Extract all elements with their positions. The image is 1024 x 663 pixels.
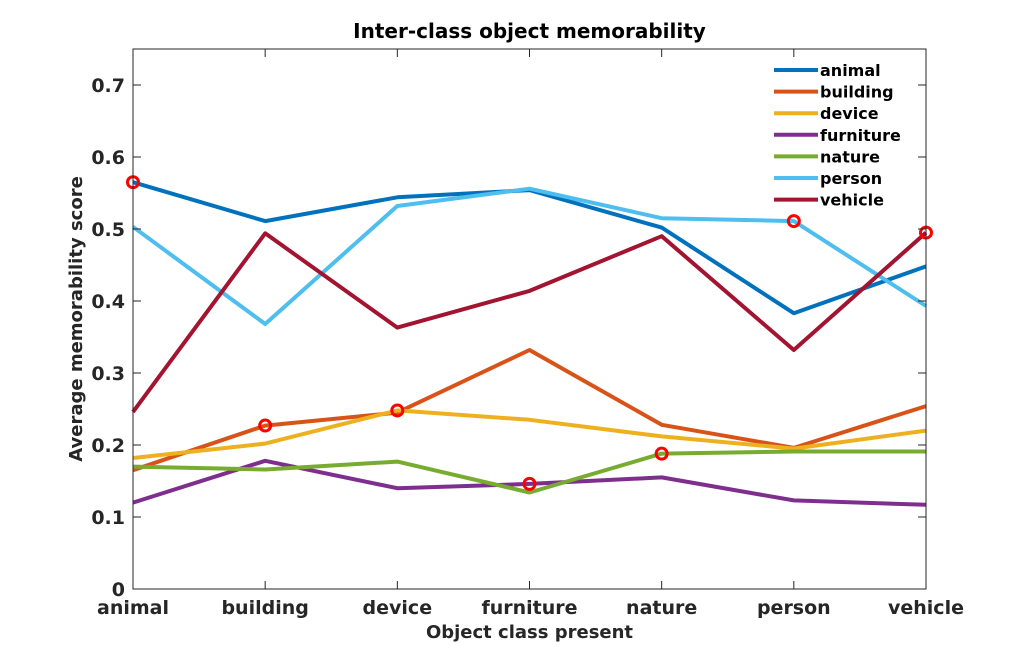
x-tick-label: animal [97, 597, 169, 619]
x-tick-label: nature [626, 597, 697, 619]
highlight-marker-furniture [522, 476, 537, 491]
legend: animal building device furniture nature perso… [774, 61, 901, 210]
highlight-marker-building [258, 418, 273, 433]
y-tick-label: 0.6 [91, 147, 125, 169]
legend-label-device: device [820, 104, 879, 123]
y-axis: 0 0.1 0.2 0.3 0.4 0.5 0.6 0.7 [91, 75, 926, 601]
y-tick-label: 0.7 [91, 75, 125, 97]
y-tick-label: 0.3 [91, 363, 125, 385]
x-axis: animal building device furniture nature perso… [97, 49, 964, 619]
series-layer [131, 180, 928, 507]
x-tick-label: building [221, 597, 308, 619]
highlight-marker-nature [654, 446, 669, 461]
x-tick-label: furniture [481, 597, 577, 619]
y-axis-title: Average memorability score [66, 176, 87, 462]
y-tick-label: 0.1 [91, 507, 125, 529]
legend-label-building: building [820, 83, 894, 102]
series-line-furniture [132, 458, 927, 507]
y-tick-label: 0.2 [91, 435, 125, 457]
highlight-marker-person [786, 214, 801, 229]
legend-label-vehicle: vehicle [820, 191, 884, 210]
series-line-vehicle [131, 231, 928, 414]
series-line-nature [132, 449, 926, 495]
series-line-device [132, 408, 927, 460]
highlight-marker-layer [126, 175, 933, 491]
chart-title: Inter-class object memorability [353, 19, 706, 43]
x-tick-label: person [757, 597, 831, 619]
x-tick-label: vehicle [888, 597, 964, 619]
y-tick-label: 0 [112, 579, 125, 601]
x-axis-title: Object class present [426, 622, 633, 643]
legend-label-animal: animal [820, 61, 881, 80]
plot-area [133, 49, 926, 589]
legend-label-nature: nature [820, 147, 880, 166]
legend-label-person: person [820, 169, 882, 188]
highlight-marker-device [390, 403, 405, 418]
x-tick-label: device [363, 597, 433, 619]
legend-label-furniture: furniture [820, 126, 901, 145]
y-tick-label: 0.4 [91, 291, 125, 313]
series-line-person [131, 186, 928, 326]
y-tick-label: 0.5 [91, 219, 125, 241]
